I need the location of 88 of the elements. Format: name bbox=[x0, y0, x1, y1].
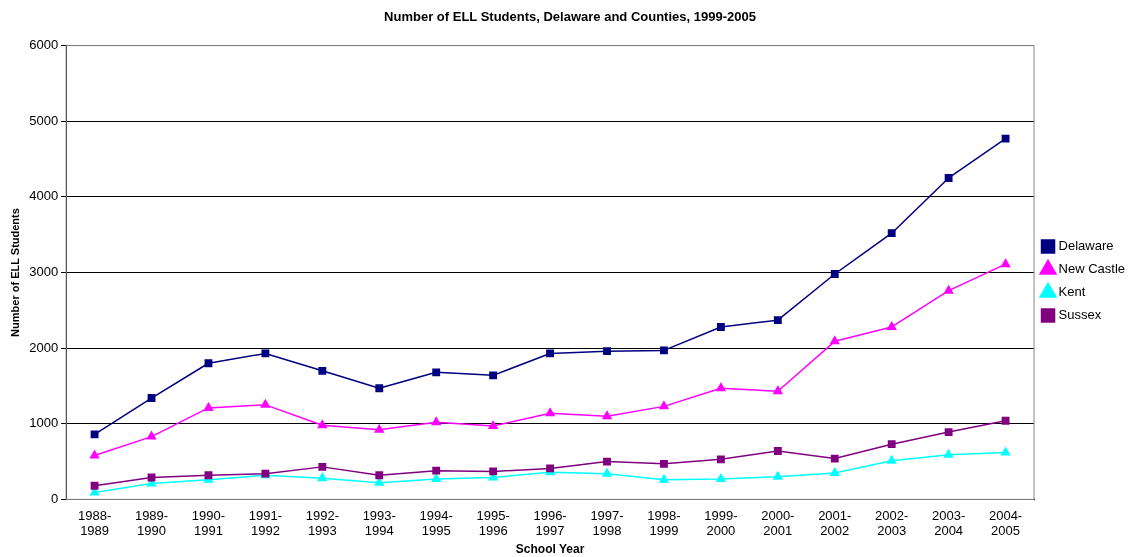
point bbox=[887, 455, 897, 464]
point bbox=[204, 359, 213, 368]
point bbox=[660, 459, 668, 468]
point bbox=[830, 467, 840, 476]
point bbox=[716, 323, 725, 331]
x-tick-label: 1997-1998 bbox=[590, 507, 624, 539]
point bbox=[887, 321, 897, 330]
point bbox=[716, 473, 726, 482]
point bbox=[431, 417, 441, 426]
chart-title: Number of ELL Students, Delaware and Counties, 1999-2005 bbox=[384, 9, 756, 25]
point bbox=[773, 471, 783, 480]
point bbox=[603, 457, 611, 466]
point bbox=[716, 382, 726, 392]
point bbox=[773, 316, 782, 325]
point bbox=[89, 450, 100, 459]
x-tick-label: 1994-1995 bbox=[419, 507, 453, 539]
x-tick-label: 1989-1990 bbox=[134, 507, 169, 539]
point bbox=[1001, 416, 1010, 425]
point bbox=[887, 229, 896, 238]
point bbox=[432, 466, 441, 475]
y-tick-label: 5000 bbox=[29, 112, 59, 128]
point bbox=[887, 440, 896, 449]
point bbox=[830, 454, 839, 463]
x-tick-label: 1990-1991 bbox=[191, 507, 226, 539]
point bbox=[943, 449, 954, 458]
point bbox=[260, 399, 271, 408]
point bbox=[546, 349, 555, 358]
point bbox=[203, 402, 214, 411]
y-tick-label: 0 bbox=[50, 490, 59, 506]
point bbox=[488, 420, 498, 430]
point bbox=[432, 368, 441, 377]
legend-label: Sussex bbox=[1058, 307, 1102, 323]
point bbox=[1000, 258, 1011, 268]
point bbox=[943, 285, 954, 294]
point bbox=[146, 431, 157, 440]
point bbox=[374, 424, 384, 433]
point bbox=[317, 420, 327, 429]
x-tick-label: 1999-2000 bbox=[704, 507, 738, 539]
x-tick-label: 2001-2002 bbox=[818, 507, 852, 539]
legend-label: Delaware bbox=[1058, 238, 1114, 254]
point bbox=[602, 410, 612, 420]
point bbox=[660, 346, 668, 355]
point bbox=[1000, 447, 1011, 456]
x-tick-label: 2000-2001 bbox=[761, 507, 795, 539]
point bbox=[545, 407, 555, 417]
point bbox=[375, 471, 384, 480]
point bbox=[830, 336, 840, 345]
point bbox=[773, 447, 782, 455]
point bbox=[716, 455, 725, 464]
point bbox=[90, 430, 99, 439]
point bbox=[147, 394, 156, 402]
point bbox=[90, 481, 99, 490]
point bbox=[659, 474, 669, 483]
point bbox=[489, 371, 498, 380]
point bbox=[830, 270, 839, 278]
legend-label: New Castle bbox=[1058, 261, 1125, 277]
point bbox=[602, 468, 612, 477]
point bbox=[431, 473, 441, 482]
x-tick-label: 1988-1989 bbox=[77, 507, 112, 539]
point bbox=[318, 462, 327, 471]
x-axis-title: School Year bbox=[515, 542, 585, 557]
x-tick-label: 1998-1999 bbox=[647, 507, 681, 539]
y-tick-label: 4000 bbox=[29, 188, 59, 204]
point bbox=[659, 401, 669, 410]
point bbox=[261, 349, 270, 358]
point bbox=[944, 428, 953, 437]
y-tick-label: 1000 bbox=[29, 415, 59, 431]
point bbox=[1001, 134, 1010, 143]
x-tick-label: 2003-2004 bbox=[932, 507, 966, 539]
point bbox=[317, 472, 327, 482]
point bbox=[489, 467, 498, 476]
point bbox=[375, 384, 384, 393]
y-tick-label: 2000 bbox=[29, 339, 59, 355]
x-tick-label: 1996-1997 bbox=[533, 507, 567, 539]
point bbox=[318, 366, 327, 375]
y-tick-label: 6000 bbox=[29, 37, 59, 53]
x-tick-label: 2002-2003 bbox=[875, 507, 909, 539]
x-tick-label: 1995-1996 bbox=[476, 507, 510, 539]
point bbox=[773, 385, 783, 395]
y-axis-title: Number of ELL Students bbox=[8, 208, 21, 337]
point bbox=[603, 347, 611, 356]
x-tick-label: 2004-2005 bbox=[988, 507, 1023, 539]
legend-label: Kent bbox=[1058, 284, 1086, 300]
x-tick-label: 1992-1993 bbox=[305, 507, 339, 539]
point bbox=[944, 174, 953, 182]
y-tick-label: 3000 bbox=[29, 264, 59, 280]
x-tick-label: 1993-1994 bbox=[362, 507, 396, 539]
x-tick-label: 1991-1992 bbox=[248, 507, 283, 539]
